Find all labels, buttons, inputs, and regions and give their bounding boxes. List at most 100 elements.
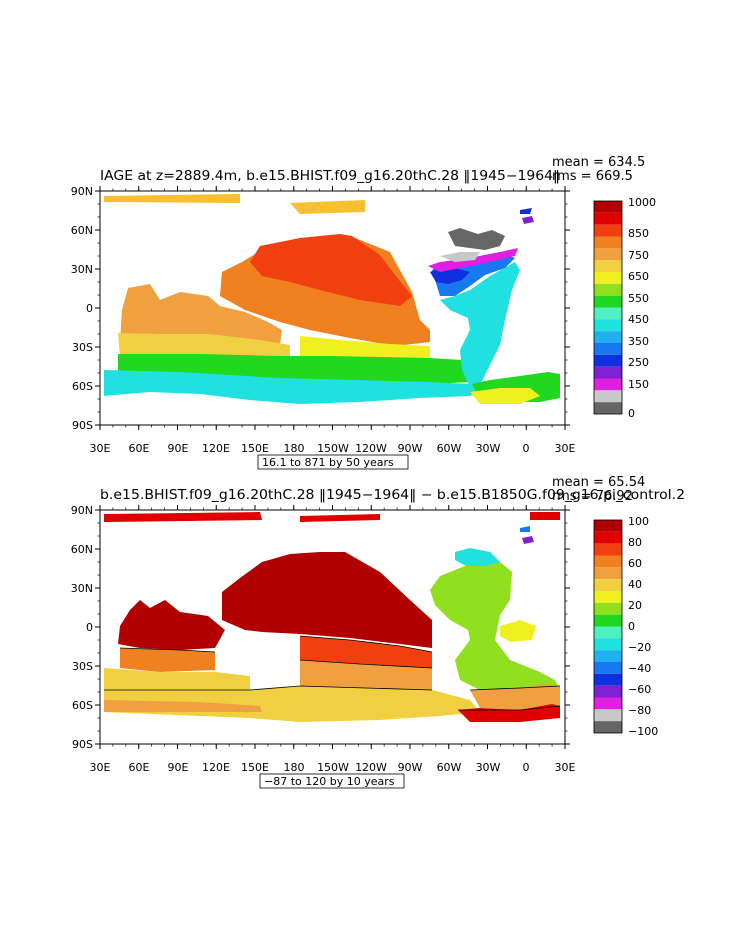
bottom-indian-yellow — [104, 668, 250, 692]
colorbar-swatch — [594, 579, 622, 591]
bottom-arctic-strip-east — [300, 514, 380, 522]
bottom-spac-orange — [300, 660, 432, 690]
top-colorbar-label-350: 350 — [628, 335, 649, 348]
colorbar-swatch — [594, 709, 622, 722]
bottom-colorbar-label-40: 40 — [628, 578, 642, 591]
bottom-lat-label-30n: 30N — [71, 582, 93, 595]
bottom-arctic-right — [530, 512, 560, 520]
bottom-lat-label-30s: 30S — [72, 660, 93, 673]
bottom-lon-label-150e: 150E — [241, 761, 269, 774]
top-lon-label-60w: 60W — [437, 442, 462, 455]
bottom-labrador-cyan — [455, 548, 500, 566]
bottom-lon-label-120e: 120E — [202, 761, 230, 774]
bottom-colorbar-label-100: 100 — [628, 515, 649, 528]
bottom-contour-line — [299, 659, 433, 669]
top-colorbar-label-450: 450 — [628, 313, 649, 326]
bottom-lon-label-0: 0 — [523, 761, 530, 774]
top-lon-label-150w: 150W — [317, 442, 349, 455]
top-north-pacific-red — [250, 234, 412, 306]
top-mean-text: mean = 634.5 — [552, 155, 645, 170]
bottom-lon-label-30e: 30E — [90, 761, 111, 774]
bottom-contour-line — [458, 705, 561, 711]
top-lon-label-180: 180 — [284, 442, 305, 455]
bottom-colorbar-label-20: 20 — [628, 599, 642, 612]
bottom-lon-label-30w: 30W — [476, 761, 501, 774]
colorbar-frame — [593, 200, 623, 415]
top-lon-label-30e-end: 30E — [555, 442, 576, 455]
bottom-colorbar — [593, 519, 623, 734]
top-colorbar-label-1000: 1000 — [628, 196, 656, 209]
top-arctic-strip-east — [290, 200, 365, 214]
bottom-lon-label-90e: 90E — [168, 761, 189, 774]
top-southern-yellow — [300, 336, 430, 360]
bottom-southern-orange — [104, 700, 262, 712]
colorbar-swatch — [594, 378, 622, 391]
bottom-range-note: −87 to 120 by 10 years — [264, 775, 395, 788]
bottom-indian-orange — [120, 648, 215, 672]
top-lon-label-90w: 90W — [398, 442, 423, 455]
bottom-mean-text: mean = 65.54 — [552, 475, 645, 490]
top-southern-cyan — [104, 370, 480, 404]
top-arctic-bits — [520, 208, 532, 214]
colorbar-swatch — [594, 283, 622, 296]
top-colorbar-label-250: 250 — [628, 356, 649, 369]
bottom-lon-label-150w: 150W — [317, 761, 349, 774]
colorbar-swatch — [594, 614, 622, 627]
bottom-arctic-purple-bit — [522, 536, 534, 544]
colorbar-swatch — [594, 602, 622, 615]
bottom-colorbar-label-neg40: −40 — [628, 662, 651, 675]
top-rms-text: rms = 669.5 — [552, 169, 633, 184]
colorbar-swatch — [594, 662, 622, 674]
top-arctic-purple — [522, 216, 534, 224]
bottom-axis-ticks — [95, 505, 570, 749]
colorbar-swatch — [594, 697, 622, 710]
colorbar-swatch — [594, 650, 622, 662]
top-indian-ocean — [120, 284, 282, 348]
bottom-lat-label-90n: 90N — [71, 504, 93, 517]
top-southern-green — [118, 354, 470, 384]
bottom-south-atlantic-orange — [470, 684, 560, 710]
top-arctic-strip — [104, 194, 240, 203]
bottom-colorbar-label-neg60: −60 — [628, 683, 651, 696]
top-colorbar-label-750: 750 — [628, 249, 649, 262]
bottom-lat-label-60s: 60S — [72, 699, 93, 712]
top-lon-label-120e: 120E — [202, 442, 230, 455]
bottom-colorbar-label-0: 0 — [628, 620, 635, 633]
colorbar-swatch — [594, 331, 622, 343]
bottom-spac-red — [300, 636, 432, 668]
top-lat-label-0: 0 — [86, 302, 93, 315]
top-colorbar-label-850: 850 — [628, 227, 649, 240]
top-lat-label-60s: 60S — [72, 380, 93, 393]
colorbar-swatch — [594, 354, 622, 367]
bottom-lon-label-30e-end: 30E — [555, 761, 576, 774]
bottom-map-field — [104, 512, 561, 722]
colorbar-swatch — [594, 721, 622, 733]
bottom-contour-line — [119, 647, 216, 653]
colorbar-swatch — [594, 638, 622, 651]
top-axis-ticks — [95, 186, 570, 430]
colorbar-swatch — [594, 402, 622, 414]
bottom-arctic-blue-bit — [520, 526, 530, 532]
colorbar-swatch — [594, 366, 622, 379]
bottom-lat-label-60n: 60N — [71, 543, 93, 556]
bottom-lon-label-180: 180 — [284, 761, 305, 774]
colorbar-swatch — [594, 343, 622, 355]
top-lon-label-60e: 60E — [129, 442, 150, 455]
colorbar-swatch — [594, 307, 622, 320]
top-colorbar-label-0: 0 — [628, 407, 635, 420]
colorbar-frame — [593, 519, 623, 734]
colorbar-swatch — [594, 260, 622, 272]
bottom-lat-label-0: 0 — [86, 621, 93, 634]
bottom-colorbar-label-60: 60 — [628, 557, 642, 570]
colorbar-swatch — [594, 390, 622, 403]
top-lon-label-150e: 150E — [241, 442, 269, 455]
top-lat-label-90n: 90N — [71, 185, 93, 198]
top-lon-label-30e: 30E — [90, 442, 111, 455]
top-range-note: 16.1 to 871 by 50 years — [262, 456, 394, 469]
colorbar-swatch — [594, 236, 622, 249]
colorbar-swatch — [594, 201, 622, 213]
top-lon-label-90e: 90E — [168, 442, 189, 455]
top-lon-label-120w: 120W — [355, 442, 387, 455]
bottom-lat-label-90s: 90S — [72, 738, 93, 751]
top-colorbar-label-650: 650 — [628, 270, 649, 283]
